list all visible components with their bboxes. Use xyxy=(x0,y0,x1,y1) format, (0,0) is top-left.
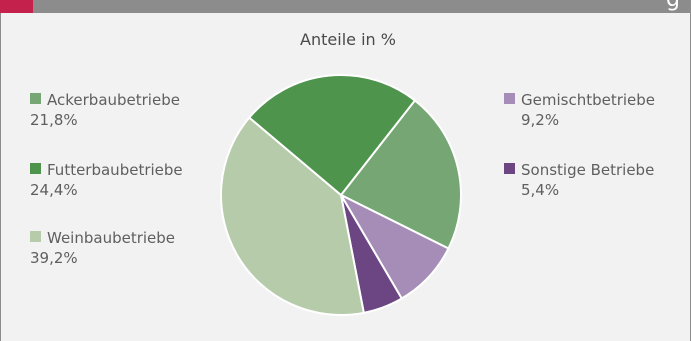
header-bar: g xyxy=(0,0,691,13)
legend-label-gemischtbetriebe: Gemischtbetriebe xyxy=(521,91,655,109)
legend-label-futterbaubetriebe: Futterbaubetriebe xyxy=(47,161,183,179)
header-title-fragment: g xyxy=(300,0,680,13)
chart-title: Anteile in % xyxy=(300,30,396,49)
legend-label-ackerbaubetriebe: Ackerbaubetriebe xyxy=(47,91,180,109)
legend-swatch-gemischtbetriebe xyxy=(504,93,515,104)
legend-label-sonstige-betriebe: Sonstige Betriebe xyxy=(521,161,654,179)
legend-swatch-futterbaubetriebe xyxy=(30,163,41,174)
pie-slice-ackerbaubetriebe xyxy=(339,99,462,250)
legend-swatch-sonstige-betriebe xyxy=(504,163,515,174)
pie-slice-weinbaubetriebe xyxy=(220,116,365,316)
legend-swatch-weinbaubetriebe xyxy=(30,231,41,242)
legend-value-ackerbaubetriebe: 21,8% xyxy=(30,111,78,129)
legend-value-sonstige-betriebe: 5,4% xyxy=(521,181,559,199)
legend-value-weinbaubetriebe: 39,2% xyxy=(30,249,78,267)
pie-slice-futterbaubetriebe xyxy=(247,74,417,197)
legend-value-gemischtbetriebe: 9,2% xyxy=(521,111,559,129)
header-accent xyxy=(0,0,33,13)
legend-value-futterbaubetriebe: 24,4% xyxy=(30,181,78,199)
legend-label-weinbaubetriebe: Weinbaubetriebe xyxy=(47,229,175,247)
legend-swatch-ackerbaubetriebe xyxy=(30,93,41,104)
pie-slices xyxy=(220,74,462,316)
legend: Ackerbaubetriebe 21,8% Futterbaubetriebe 24… xyxy=(30,91,655,267)
